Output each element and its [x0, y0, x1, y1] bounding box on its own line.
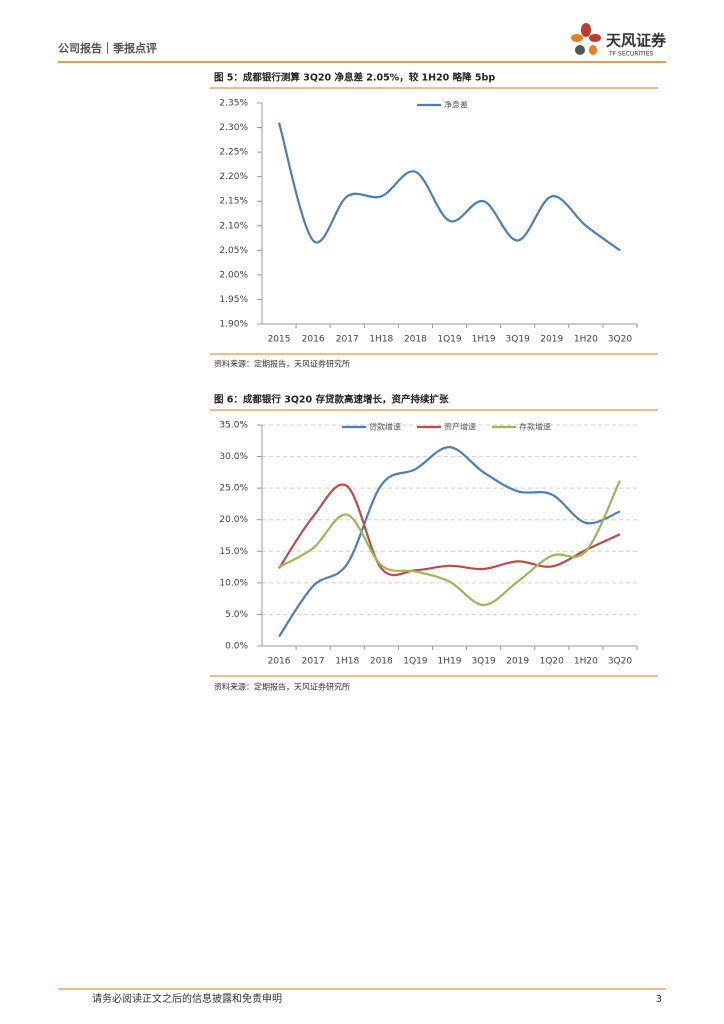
x-tick-label: 1H18	[335, 657, 359, 667]
y-tick-label: 15.0%	[219, 547, 248, 557]
legend-label: 贷款增速	[369, 422, 401, 432]
y-tick-label: 2.00%	[219, 270, 248, 280]
x-tick-label: 2018	[370, 657, 393, 667]
y-tick-label: 2.35%	[219, 99, 248, 109]
x-tick-label: 1Q19	[403, 657, 428, 667]
y-tick-label: 30.0%	[219, 452, 248, 462]
x-tick-label: 1H20	[574, 657, 598, 667]
x-tick-label: 3Q20	[608, 335, 633, 345]
y-tick-label: 2.20%	[219, 172, 248, 182]
x-tick-label: 3Q20	[608, 657, 633, 667]
x-tick-label: 2017	[302, 657, 325, 667]
figure-title: 图 5：成都银行测算 3Q20 净息差 2.05%，较 1H20 略降 5bp	[214, 72, 495, 84]
line-series	[278, 483, 621, 577]
page-number: 3	[656, 994, 662, 1005]
y-tick-label: 2.05%	[219, 246, 248, 256]
y-tick-label: 2.15%	[219, 197, 248, 207]
line-series	[277, 122, 621, 252]
x-tick-label: 2018	[404, 335, 427, 345]
x-tick-label: 2016	[302, 335, 325, 345]
y-tick-label: 35.0%	[219, 421, 248, 431]
y-tick-label: 0.0%	[225, 642, 248, 652]
y-tick-label: 5.0%	[225, 610, 248, 620]
x-tick-label: 2019	[540, 335, 563, 345]
legend-label: 存款增速	[519, 422, 551, 432]
y-tick-label: 2.25%	[219, 148, 248, 158]
line-series	[278, 445, 621, 638]
x-tick-label: 3Q19	[471, 657, 496, 667]
x-tick-label: 1Q19	[437, 335, 462, 345]
footer-disclaimer: 请务必阅读正文之后的信息披露和免责申明	[92, 992, 282, 1005]
legend-label: 资产增速	[444, 422, 476, 432]
x-tick-label: 1H18	[369, 335, 393, 345]
line-series	[278, 480, 621, 607]
logo-text: 天风证券	[606, 32, 667, 50]
x-tick-label: 2016	[268, 657, 291, 667]
y-tick-label: 20.0%	[219, 515, 248, 525]
x-tick-label: 1H19	[472, 335, 496, 345]
source-note: 资料来源：定期报告，天风证券研究所	[214, 359, 350, 369]
y-tick-label: 1.90%	[219, 320, 248, 330]
x-tick-label: 1H19	[438, 657, 462, 667]
x-tick-label: 2017	[336, 335, 359, 345]
logo-subtext: TF SECURITIES	[608, 51, 653, 58]
y-tick-label: 2.30%	[219, 123, 248, 133]
x-tick-label: 1H20	[574, 335, 598, 345]
legend-label: 净息差	[444, 100, 468, 110]
y-tick-label: 1.95%	[219, 295, 248, 305]
figure-title: 图 6：成都银行 3Q20 存贷款高速增长，资产持续扩张	[214, 394, 449, 406]
x-tick-label: 2019	[506, 657, 529, 667]
y-tick-label: 10.0%	[219, 578, 248, 588]
logo-icon	[571, 23, 601, 55]
x-tick-label: 2015	[268, 335, 291, 345]
y-tick-label: 25.0%	[219, 484, 248, 494]
y-tick-label: 2.10%	[219, 221, 248, 231]
x-tick-label: 3Q19	[506, 335, 531, 345]
x-tick-label: 1Q20	[540, 657, 565, 667]
header-title: 公司报告｜季报点评	[58, 41, 157, 55]
source-note: 资料来源：定期报告，天风证券研究所	[214, 682, 350, 692]
